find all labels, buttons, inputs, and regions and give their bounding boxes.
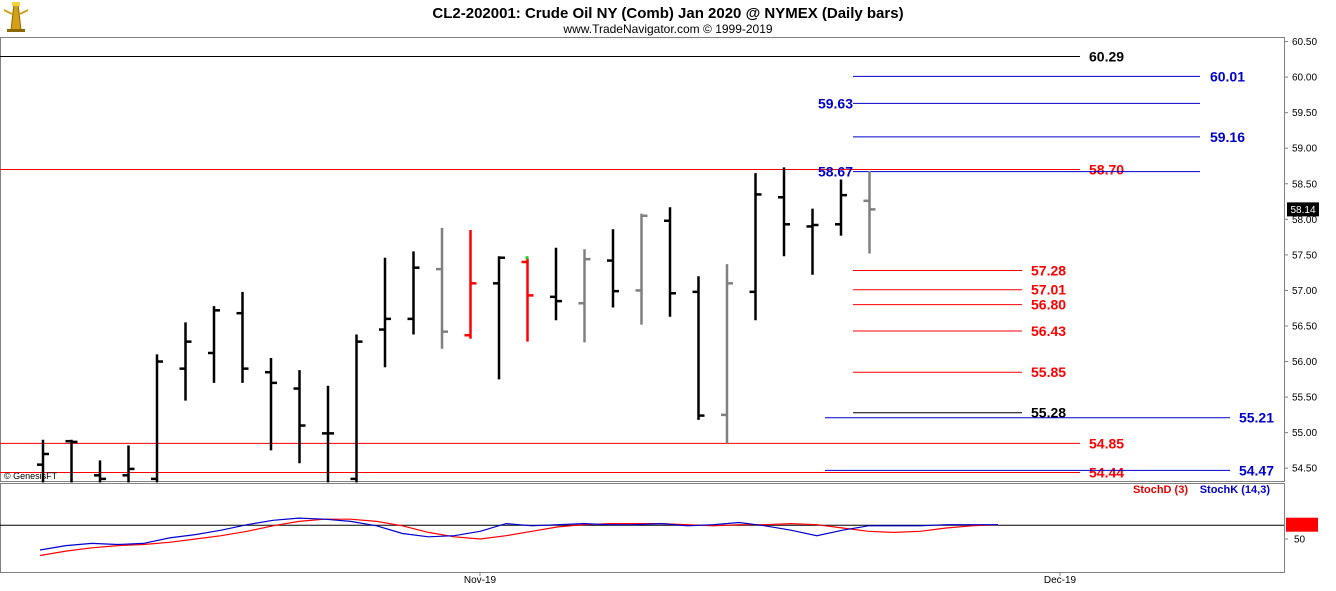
level-label: 59.16 (1210, 129, 1245, 145)
level-54-44: 54.44 (0, 464, 1124, 480)
chart-subtitle: www.TradeNavigator.com © 1999-2019 (562, 22, 772, 36)
ohlc-bar (179, 322, 192, 401)
ohlc-bar (664, 207, 676, 317)
ohlc-bar (635, 213, 648, 325)
level-label: 55.21 (1239, 410, 1274, 426)
y-tick-label: 56.50 (1292, 321, 1317, 332)
level-59-16: 59.16 (853, 129, 1245, 145)
level-label: 54.85 (1089, 435, 1124, 451)
y-tick-label: 57.00 (1292, 286, 1317, 297)
level-55-28: 55.28 (853, 405, 1066, 421)
y-tick-label: 59.50 (1292, 108, 1317, 119)
ohlc-bar (236, 291, 249, 383)
level-label: 59.63 (818, 95, 853, 111)
level-label: 60.29 (1089, 48, 1124, 64)
y-tick-label: 58.00 (1292, 215, 1317, 226)
ohlc-bar (464, 229, 477, 339)
genesis-watermark: © GenesisFT (4, 471, 58, 481)
level-label: 55.85 (1031, 364, 1066, 380)
ohlc-bar (151, 354, 163, 483)
stoch-last-badge: 83.16 (1286, 495, 1318, 532)
level-label: 57.28 (1031, 263, 1066, 279)
level-55-21: 55.21 (825, 410, 1274, 426)
level-label: 54.47 (1239, 462, 1274, 478)
level-label: 54.44 (1089, 464, 1124, 480)
support-resistance-levels: 60.29 60.01 59.63 59.16 58.70 58.67 57.28 57.01… (0, 48, 1274, 480)
ohlc-bar (65, 439, 78, 483)
price-panel-frame (0, 37, 1285, 482)
ohlc-bar (863, 170, 876, 254)
level-label: 60.01 (1210, 68, 1245, 84)
stoch-panel-frame (0, 483, 1285, 573)
y-tick-label: 59.00 (1292, 144, 1317, 155)
ohlc-bar (37, 439, 49, 483)
level-label: 56.80 (1031, 297, 1066, 313)
level-label: 56.43 (1031, 323, 1066, 339)
ohlc-bar (436, 227, 448, 349)
ohlc-bar (521, 258, 534, 342)
legend-stoch-k: StochK (14,3) (1200, 484, 1271, 496)
level-label: 58.70 (1089, 162, 1124, 178)
ohlc-bar (806, 208, 819, 275)
y-tick-label: 55.00 (1292, 428, 1317, 439)
ohlc-bar (407, 251, 420, 335)
level-58-70: 58.70 (0, 162, 1124, 178)
ohlc-bar (835, 179, 847, 236)
y-tick-label: 54.50 (1292, 464, 1317, 475)
level-56-80: 56.80 (853, 297, 1066, 313)
level-label: 57.01 (1031, 282, 1066, 298)
ohlc-bar (578, 249, 591, 343)
level-57-28: 57.28 (853, 263, 1066, 279)
y-tick-label: 58.50 (1292, 179, 1317, 190)
level-60-29: 60.29 (0, 48, 1124, 64)
ohlc-bar (350, 334, 363, 483)
x-tick-dec: Dec-19 (1044, 575, 1077, 586)
price-axis: 60.50 60.00 59.50 59.00 58.50 58.00 57.50 57.00… (1284, 37, 1317, 475)
last-price-value: 58.14 (1290, 205, 1315, 216)
ohlc-bar (265, 357, 277, 451)
ohlc-bar (122, 445, 135, 483)
level-label: 58.67 (818, 164, 853, 180)
stoch-k-line (39, 517, 998, 551)
level-59-63: 59.63 (818, 95, 1200, 111)
stochastic-lines (0, 517, 1284, 557)
level-58-67: 58.67 (818, 164, 1200, 180)
level-54-47: 54.47 (825, 462, 1274, 478)
ohlc-bar (379, 257, 391, 368)
ohlc-bar (692, 276, 705, 420)
ohlc-bar (721, 264, 733, 444)
stoch-d-line (39, 518, 999, 557)
ohlc-bar (550, 247, 562, 321)
x-tick-nov: Nov-19 (464, 575, 497, 586)
legend-stoch-d: StochD (3) (1133, 484, 1188, 496)
stoch-tick-label: 50 (1294, 535, 1306, 546)
level-57-01: 57.01 (853, 282, 1066, 298)
price-bars (37, 167, 876, 483)
level-54-85: 54.85 (0, 435, 1124, 451)
ohlc-bar (493, 256, 505, 380)
y-tick-label: 56.00 (1292, 357, 1317, 368)
ohlc-bar (778, 167, 790, 257)
level-56-43: 56.43 (853, 323, 1066, 339)
ohlc-bar (293, 370, 306, 464)
level-label: 55.28 (1031, 405, 1066, 421)
y-tick-label: 57.50 (1292, 250, 1317, 261)
ohlc-bar (607, 229, 619, 308)
last-price-badge: 58.14 (1287, 202, 1319, 217)
ohlc-bar (208, 306, 220, 383)
ohlc-bar (322, 385, 334, 483)
y-tick-label: 55.50 (1292, 393, 1317, 404)
logo-icon (3, 2, 29, 32)
chart-title: CL2-202001: Crude Oil NY (Comb) Jan 2020… (432, 5, 903, 22)
y-tick-label: 60.50 (1292, 37, 1317, 48)
level-60-01: 60.01 (853, 68, 1245, 84)
stoch-last-value: 83.16 (1289, 495, 1314, 506)
ohlc-bar (749, 173, 762, 321)
stoch-axis: 50 (1284, 535, 1306, 546)
y-tick-label: 60.00 (1292, 73, 1317, 84)
level-55-85: 55.85 (853, 364, 1066, 380)
ohlc-bar (94, 460, 106, 483)
